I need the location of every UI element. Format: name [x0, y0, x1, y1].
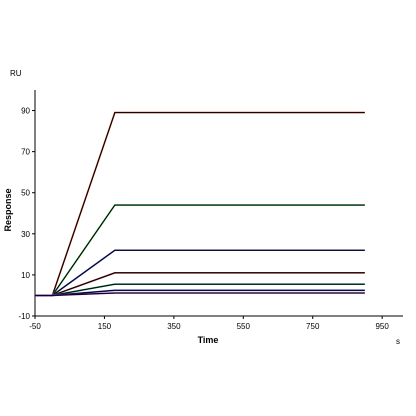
x-tick-label: 550	[237, 322, 251, 331]
x-axis-title: Time	[198, 335, 219, 345]
y-unit-label: RU	[10, 69, 22, 78]
y-ticks: -10 10 30 50 70 90	[18, 107, 35, 321]
data-trace	[35, 111, 365, 297]
y-tick-label: 50	[21, 189, 30, 198]
y-axis-title: Response	[3, 188, 13, 231]
y-tick-label: 30	[21, 230, 30, 239]
x-tick-label: -50	[29, 322, 41, 331]
x-tick-label: 750	[306, 322, 320, 331]
fit-curve	[35, 292, 365, 296]
axes	[34, 90, 403, 317]
x-unit-label: s	[396, 337, 400, 346]
y-tick-label: -10	[18, 312, 30, 321]
series-group	[35, 111, 365, 297]
y-tick-label: 70	[21, 148, 30, 157]
y-tick-label: 90	[21, 107, 30, 116]
fit-curve	[35, 112, 365, 296]
x-ticks: -50 150 350 550 750 950	[29, 316, 389, 331]
x-tick-label: 950	[375, 322, 389, 331]
x-tick-label: 150	[98, 322, 112, 331]
x-tick-label: 350	[167, 322, 181, 331]
y-tick-label: 10	[21, 271, 30, 280]
